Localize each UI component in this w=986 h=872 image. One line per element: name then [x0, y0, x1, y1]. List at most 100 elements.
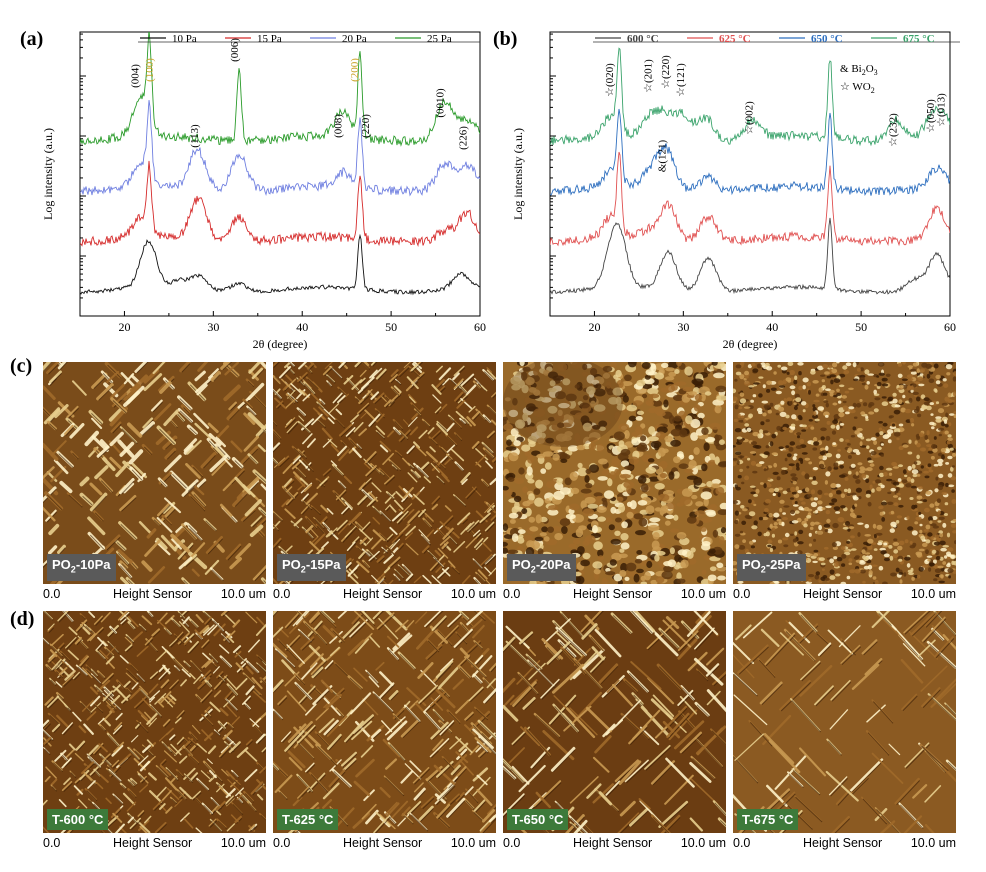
- scale-start: 0.0: [733, 587, 751, 601]
- afm-scale-footer: 0.0 Height Sensor 10.0 um: [733, 836, 956, 852]
- legend: 10 Pa 15 Pa 20 Pa 25 Pa: [138, 33, 480, 45]
- legend-entry: 15 Pa: [257, 33, 282, 45]
- peak-annotation: ☆(050): [925, 99, 937, 133]
- scale-start: 0.0: [273, 587, 291, 601]
- y-axis-label: Log intensity (a.u.): [41, 128, 55, 220]
- afm-texture: [43, 611, 266, 833]
- afm-image: PO2-10Pa: [43, 362, 266, 584]
- x-axis-label: 2θ (degree): [253, 337, 308, 351]
- afm-texture: [503, 362, 726, 584]
- afm-texture: [503, 611, 726, 833]
- plot-frame: [79, 31, 481, 317]
- channel-label: Height Sensor: [113, 587, 193, 601]
- x-tick-label: 60: [944, 320, 956, 334]
- peak-annotation: ☆(201): [642, 59, 654, 93]
- afm-sample-tag: PO2-15Pa: [277, 554, 346, 581]
- afm-sample-tag: PO2-10Pa: [47, 554, 116, 581]
- scale-end: 10.0 um: [450, 836, 496, 850]
- legend-entry: 600 °C: [627, 33, 659, 45]
- afm-sample-tag: T-650 °C: [507, 809, 569, 830]
- series-line-1: [550, 217, 950, 295]
- peak-annotation: (226): [458, 126, 470, 150]
- legend-entry: 20 Pa: [342, 33, 367, 45]
- afm-image: T-650 °C: [503, 611, 726, 833]
- afm-texture: [43, 362, 266, 584]
- afm-texture: [733, 362, 956, 584]
- scale-end: 10.0 um: [910, 836, 956, 850]
- afm-sample-tag: PO2-20Pa: [507, 554, 576, 581]
- phase-key-entry: & Bi2O3: [840, 63, 878, 77]
- peak-annotation: (004): [130, 64, 142, 88]
- peak-annotation: ☆(002): [744, 101, 756, 135]
- afm-texture: [733, 611, 956, 833]
- afm-scale-footer: 0.0 Height Sensor 10.0 um: [273, 587, 496, 603]
- afm-sample-tag: PO2-25Pa: [737, 554, 806, 581]
- x-axis-label: 2θ (degree): [723, 337, 778, 351]
- panel-label-c: (c): [10, 355, 33, 377]
- series-line-2: [550, 151, 950, 247]
- channel-label: Height Sensor: [573, 587, 653, 601]
- channel-label: Height Sensor: [803, 587, 883, 601]
- scale-start: 0.0: [503, 836, 521, 850]
- afm-texture: [273, 362, 496, 584]
- channel-label: Height Sensor: [573, 836, 653, 850]
- x-tick-label: 40: [766, 320, 778, 334]
- scale-start: 0.0: [503, 587, 521, 601]
- peak-annotation: (113): [189, 124, 201, 148]
- channel-label: Height Sensor: [343, 836, 423, 850]
- xrd-chart-b: 20 30 40 50 60 2θ (degree) Log intensity (a.u.…: [511, 31, 960, 351]
- afm-image: T-625 °C: [273, 611, 496, 833]
- series-line-4: [80, 32, 480, 147]
- scale-end: 10.0 um: [680, 836, 726, 850]
- peak-annotation: ☆(020): [604, 63, 616, 97]
- y-axis-label: Log intensity (a.u.): [511, 128, 525, 220]
- peak-annotation: (006): [229, 38, 241, 62]
- scale-end: 10.0 um: [680, 587, 726, 601]
- x-tick-label: 20: [588, 320, 600, 334]
- legend-entry: 25 Pa: [427, 33, 452, 45]
- plot-frame: [549, 31, 951, 317]
- afm-image: PO2-20Pa: [503, 362, 726, 584]
- afm-row-d: T-600 °C 0.0 Height Sensor 10.0 um T-625 °C 0…: [43, 611, 956, 853]
- peak-annotation: (100): [144, 58, 156, 82]
- series-line-4: [550, 47, 950, 147]
- afm-image: PO2-15Pa: [273, 362, 496, 584]
- x-tick-label: 40: [296, 320, 308, 334]
- channel-label: Height Sensor: [343, 587, 423, 601]
- peak-annotation: ☆(013): [936, 93, 948, 127]
- legend-entry: 625 °C: [719, 33, 751, 45]
- afm-scale-footer: 0.0 Height Sensor 10.0 um: [503, 587, 726, 603]
- afm-scale-footer: 0.0 Height Sensor 10.0 um: [733, 587, 956, 603]
- panel-label-d: (d): [10, 608, 35, 630]
- scale-end: 10.0 um: [450, 587, 496, 601]
- peak-annotation: (008): [332, 114, 344, 138]
- afm-scale-footer: 0.0 Height Sensor 10.0 um: [273, 836, 496, 852]
- scale-start: 0.0: [43, 836, 61, 850]
- series-line-3: [80, 100, 480, 197]
- x-tick-label: 20: [118, 320, 130, 334]
- x-tick-label: 30: [677, 320, 689, 334]
- x-tick-label: 30: [207, 320, 219, 334]
- scale-start: 0.0: [43, 587, 61, 601]
- panel-label-a: (a): [20, 28, 44, 50]
- channel-label: Height Sensor: [113, 836, 193, 850]
- scale-end: 10.0 um: [910, 587, 956, 601]
- scale-end: 10.0 um: [220, 587, 266, 601]
- afm-scale-footer: 0.0 Height Sensor 10.0 um: [43, 587, 266, 603]
- panel-label-b: (b): [493, 28, 518, 50]
- scale-start: 0.0: [733, 836, 751, 850]
- afm-image: T-675 °C: [733, 611, 956, 833]
- legend-entry: 10 Pa: [172, 33, 197, 45]
- peak-annotation: (0010): [435, 88, 447, 118]
- scale-end: 10.0 um: [220, 836, 266, 850]
- afm-scale-footer: 0.0 Height Sensor 10.0 um: [43, 836, 266, 852]
- channel-label: Height Sensor: [803, 836, 883, 850]
- series-line-3: [550, 108, 950, 197]
- afm-sample-tag: T-625 °C: [277, 809, 339, 830]
- scale-start: 0.0: [273, 836, 291, 850]
- legend-entry: 675 °C: [903, 33, 935, 45]
- peak-annotation: (220): [360, 114, 372, 138]
- xrd-chart-a: 20 30 40 50 60 2θ (degree) Log intensity (a.u.…: [41, 31, 486, 351]
- afm-sample-tag: T-600 °C: [47, 809, 109, 830]
- series-line-1: [80, 233, 480, 296]
